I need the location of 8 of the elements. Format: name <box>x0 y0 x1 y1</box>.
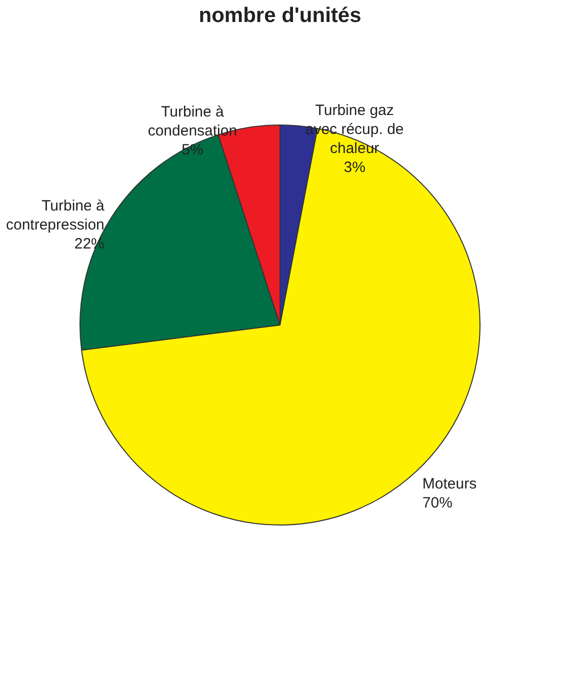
chart-title: nombre d'unités <box>198 4 362 27</box>
slice-label: Turbine gaz avec récup. de chaleur <box>305 102 404 157</box>
slice-label: Turbine à condensation <box>148 104 238 140</box>
slice-label: Moteurs <box>422 476 477 493</box>
data-label: 5% <box>182 142 204 159</box>
data-label: 3% <box>344 158 366 176</box>
slice-label: Turbine à contrepression <box>6 198 106 234</box>
data-label: 70% <box>422 494 452 512</box>
